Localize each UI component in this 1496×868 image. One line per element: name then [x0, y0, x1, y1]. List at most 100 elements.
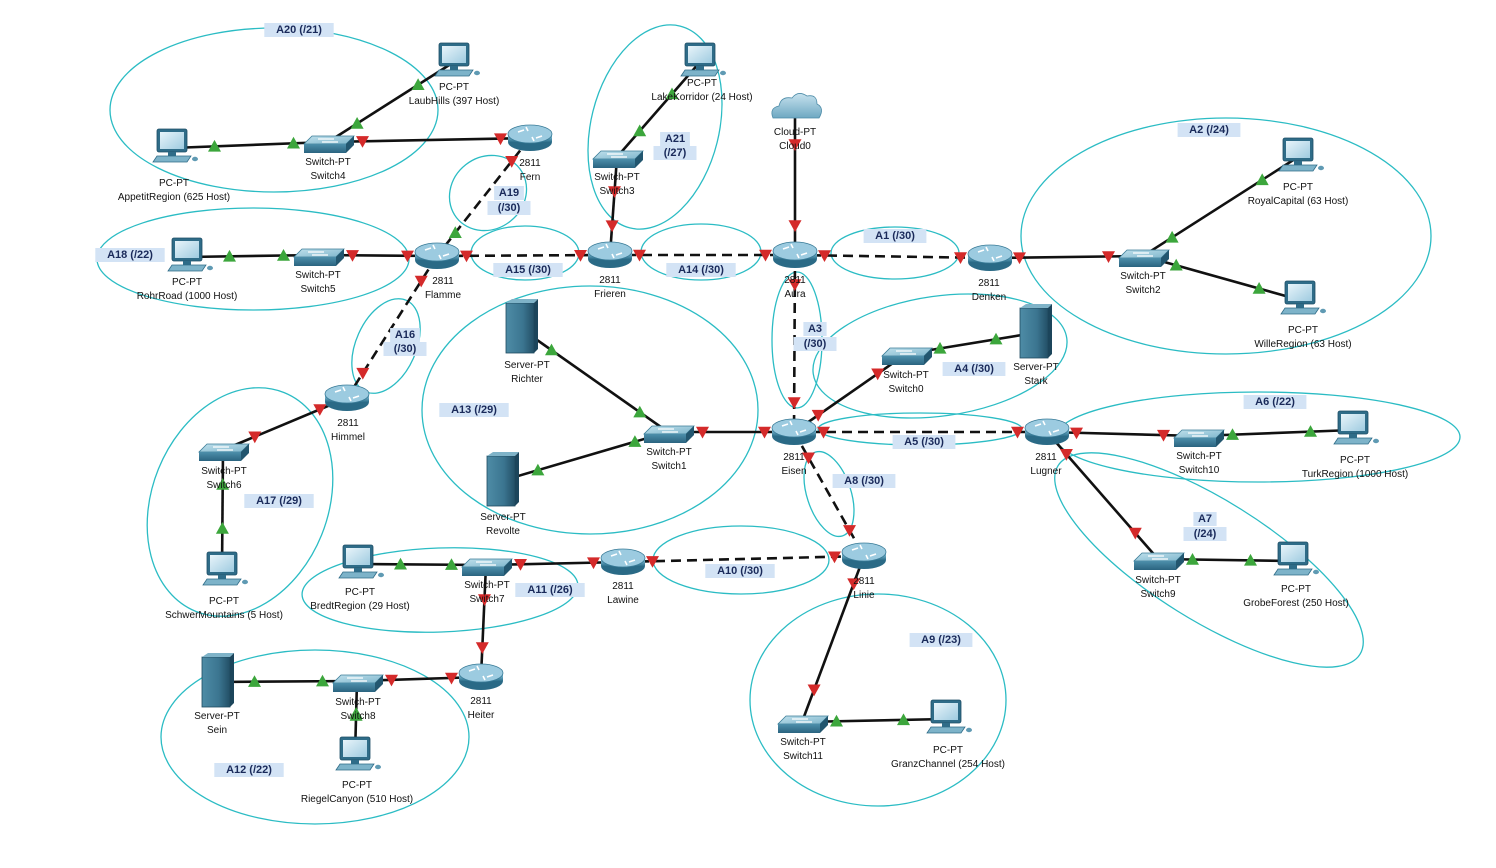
router-icon[interactable] — [414, 242, 460, 269]
pc-icon[interactable] — [335, 736, 381, 771]
link-appetit-switch4[interactable] — [171, 136, 329, 152]
pc-icon[interactable] — [152, 128, 198, 163]
serial-cable[interactable] — [792, 431, 866, 557]
ethernet-cable[interactable] — [608, 156, 619, 256]
device-lawine[interactable]: 2811 Lawine — [600, 548, 646, 606]
switch-icon[interactable] — [1118, 249, 1170, 267]
ethernet-cable[interactable] — [1046, 430, 1199, 438]
device-switch6[interactable]: Switch-PT Switch6 — [198, 443, 250, 491]
link-switch4-fern[interactable] — [327, 133, 531, 148]
device-switch8[interactable]: Switch-PT Switch8 — [332, 674, 384, 722]
pc-icon[interactable] — [1278, 137, 1324, 172]
link-lugner-switch9[interactable] — [1046, 431, 1159, 560]
cloud-icon[interactable] — [771, 93, 822, 119]
router-icon[interactable] — [507, 124, 553, 151]
link-linie-switch11[interactable] — [800, 555, 866, 723]
ethernet-cable[interactable] — [220, 449, 225, 572]
switch-icon[interactable] — [592, 150, 644, 168]
ethernet-cable[interactable] — [793, 352, 907, 434]
ethernet-cable[interactable] — [215, 679, 358, 684]
device-switch2[interactable]: Switch-PT Switch2 — [1118, 249, 1170, 296]
pc-icon[interactable] — [926, 699, 972, 734]
switch-icon[interactable] — [198, 443, 250, 461]
device-stark[interactable]: Server-PT Stark — [1013, 304, 1059, 387]
ethernet-cable[interactable] — [479, 564, 488, 678]
pc-icon[interactable] — [434, 42, 480, 77]
device-royal[interactable]: PC-PT RoyalCapital (63 Host) — [1248, 137, 1349, 207]
switch-icon[interactable] — [461, 558, 513, 576]
ethernet-cable[interactable] — [327, 60, 455, 144]
link-lugner-switch10[interactable] — [1046, 427, 1199, 442]
link-revolte-switch1[interactable] — [500, 430, 669, 483]
device-sein[interactable]: Server-PT Sein — [194, 653, 240, 736]
switch-icon[interactable] — [777, 715, 829, 733]
link-fern-flamme[interactable] — [435, 137, 532, 257]
switch-icon[interactable] — [643, 425, 695, 443]
device-switch5[interactable]: Switch-PT Switch5 — [293, 248, 345, 295]
server-icon[interactable] — [1019, 304, 1052, 359]
link-himmel-switch6[interactable] — [222, 396, 348, 452]
device-himmel[interactable]: 2811 Himmel — [324, 384, 370, 443]
device-heiter[interactable]: 2811 Heiter — [458, 663, 504, 721]
pc-icon[interactable] — [202, 551, 248, 586]
server-icon[interactable] — [486, 452, 519, 507]
device-switch10[interactable]: Switch-PT Switch10 — [1173, 429, 1225, 476]
pc-icon[interactable] — [1333, 410, 1379, 445]
device-flamme[interactable]: 2811 Flamme — [414, 242, 461, 301]
switch-icon[interactable] — [303, 135, 355, 153]
device-aura[interactable]: 2811 Aura — [772, 241, 818, 300]
device-switch7[interactable]: Switch-PT Switch7 — [461, 558, 513, 605]
device-switch4[interactable]: Switch-PT Switch4 — [303, 135, 355, 182]
router-icon[interactable] — [772, 241, 818, 268]
switch-icon[interactable] — [293, 248, 345, 266]
link-eisen-switch0[interactable] — [793, 352, 907, 434]
link-flamme-himmel[interactable] — [345, 255, 439, 399]
device-switch0[interactable]: Switch-PT Switch0 — [881, 347, 933, 395]
device-turk[interactable]: PC-PT TurkRegion (1000 Host) — [1302, 410, 1408, 480]
link-richter-switch1[interactable] — [519, 326, 669, 434]
router-icon[interactable] — [967, 244, 1013, 271]
device-riegel[interactable]: PC-PT RiegelCanyon (510 Host) — [301, 736, 413, 805]
link-switch3-frieren[interactable] — [605, 156, 621, 256]
router-icon[interactable] — [841, 542, 887, 569]
link-denken-switch2[interactable] — [989, 251, 1144, 265]
ethernet-cable[interactable] — [500, 430, 669, 483]
link-aura-denken[interactable] — [794, 250, 991, 264]
link-sein-switch8[interactable] — [215, 674, 358, 687]
device-fern[interactable]: 2811 Fern — [507, 124, 553, 183]
device-laubhills[interactable]: PC-PT LaubHills (397 Host) — [409, 42, 500, 107]
device-switch1[interactable]: Switch-PT Switch1 — [643, 425, 695, 472]
device-lugner[interactable]: 2811 Lugner — [1024, 418, 1070, 477]
device-granz[interactable]: PC-PT GranzChannel (254 Host) — [891, 699, 1005, 770]
ethernet-cable[interactable] — [1142, 254, 1301, 302]
link-lawine-linie[interactable] — [622, 551, 865, 568]
device-appetit[interactable]: PC-PT AppetitRegion (625 Host) — [118, 128, 230, 203]
link-switch4-laubhills[interactable] — [327, 60, 455, 144]
link-flamme-frieren[interactable] — [436, 250, 611, 263]
switch-icon[interactable] — [881, 347, 933, 365]
device-switch3[interactable]: Switch-PT Switch3 — [592, 150, 644, 197]
ethernet-cable[interactable] — [616, 61, 701, 158]
switch-icon[interactable] — [332, 674, 384, 692]
device-eisen[interactable]: 2811 Eisen — [771, 418, 817, 477]
pc-icon[interactable] — [338, 544, 384, 579]
link-eisen-lugner[interactable] — [794, 426, 1047, 439]
router-icon[interactable] — [600, 548, 646, 575]
serial-cable[interactable] — [622, 554, 865, 564]
device-switch11[interactable]: Switch-PT Switch11 — [777, 715, 829, 762]
link-cloud0-aura[interactable] — [788, 112, 802, 255]
switch-icon[interactable] — [1133, 552, 1185, 570]
router-icon[interactable] — [324, 384, 370, 411]
device-grobe[interactable]: PC-PT GrobeForest (250 Host) — [1243, 541, 1349, 609]
link-switch2-wille[interactable] — [1142, 254, 1301, 302]
link-switch2-royal[interactable] — [1142, 155, 1299, 258]
pc-icon[interactable] — [680, 42, 726, 77]
serial-cable[interactable] — [345, 255, 439, 399]
link-switch6-schwer[interactable] — [215, 449, 230, 572]
device-frieren[interactable]: 2811 Frieren — [587, 241, 633, 300]
ethernet-cable[interactable] — [222, 396, 348, 452]
server-icon[interactable] — [201, 653, 234, 708]
device-richter[interactable]: Server-PT Richter — [504, 299, 550, 385]
server-icon[interactable] — [505, 299, 538, 354]
router-icon[interactable] — [1024, 418, 1070, 445]
